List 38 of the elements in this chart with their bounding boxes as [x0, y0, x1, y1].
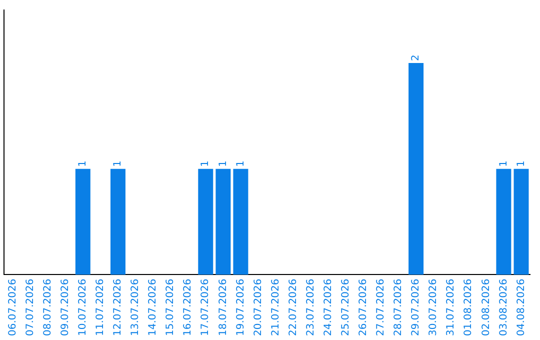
x-tick-label: 13.07.2026: [130, 278, 142, 336]
x-tick-label: 31.07.2026: [446, 278, 457, 336]
x-tick-label: 02.08.2026: [480, 278, 492, 336]
x-tick-label: 14.07.2026: [148, 278, 159, 336]
x-tick-label: 30.07.2026: [428, 278, 440, 336]
data-label: 1: [218, 160, 229, 167]
x-tick-label: 07.07.2026: [24, 278, 36, 336]
data-label: 1: [516, 160, 527, 167]
data-label: 1: [112, 160, 124, 167]
x-tick-label: 17.07.2026: [200, 278, 212, 336]
x-tick-label: 25.07.2026: [340, 278, 352, 336]
data-label: 1: [77, 160, 88, 167]
data-label: 1: [235, 160, 246, 167]
x-tick-label: 22.07.2026: [288, 278, 299, 336]
x-tick-label: 09.07.2026: [60, 278, 71, 336]
x-tick-label: 18.07.2026: [218, 278, 229, 336]
x-tick-label: 15.07.2026: [165, 278, 176, 336]
x-tick-label: 23.07.2026: [305, 278, 316, 336]
x-tick-label: 24.07.2026: [322, 278, 334, 336]
x-tick-label: 27.07.2026: [376, 278, 387, 336]
x-tick-label: 20.07.2026: [252, 278, 264, 336]
data-label: 2: [410, 54, 422, 61]
x-tick-label: 29.07.2026: [410, 278, 422, 336]
x-tick-label: 11.07.2026: [95, 278, 106, 336]
x-tick-label: 03.08.2026: [498, 278, 510, 336]
x-tick-label: 21.07.2026: [270, 278, 282, 336]
x-tick-label: 01.08.2026: [463, 278, 474, 336]
x-tick-label: 10.07.2026: [77, 278, 88, 336]
x-tick-label: 16.07.2026: [182, 278, 194, 336]
x-tick-label: 28.07.2026: [393, 278, 404, 336]
x-tick-label: 08.07.2026: [42, 278, 54, 336]
data-label: 1: [498, 160, 510, 167]
x-tick-label: 12.07.2026: [112, 278, 124, 336]
data-label: 1: [200, 160, 212, 167]
x-tick-label: 04.08.2026: [516, 278, 527, 336]
x-tick-label: 26.07.2026: [358, 278, 370, 336]
x-tick-label: 19.07.2026: [235, 278, 246, 336]
x-tick-label: 06.07.2026: [7, 278, 18, 336]
